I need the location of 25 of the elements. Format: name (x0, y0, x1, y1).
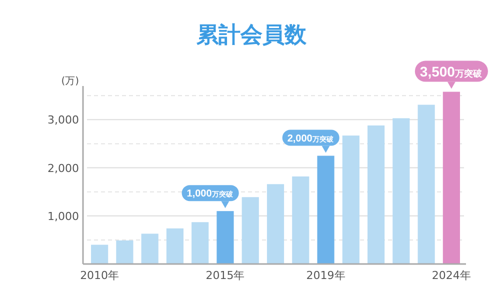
bar (91, 244, 108, 264)
y-tick-label: 1,000 (48, 210, 79, 223)
bar (317, 156, 334, 264)
y-axis-title: (万) (61, 76, 80, 87)
bar (392, 118, 410, 264)
bar (342, 136, 360, 264)
x-tick-label: 2024年 (432, 269, 471, 282)
bar (442, 92, 460, 264)
bar (242, 197, 259, 264)
x-tick-label: 2019年 (306, 269, 346, 282)
x-tick-label: 2015年 (206, 269, 245, 282)
bar (166, 228, 184, 264)
y-tick-label: 2,000 (48, 162, 79, 175)
bar (141, 234, 158, 264)
x-tick-label: 2010年 (80, 269, 120, 282)
y-tick-label: 3,000 (48, 114, 79, 127)
bar (116, 240, 134, 264)
annotation: 3,500万突破 (420, 63, 483, 80)
chart-title: 累計会員数 (196, 23, 308, 48)
bar (292, 176, 310, 264)
bar (216, 211, 234, 264)
bar (418, 104, 435, 264)
bar (266, 184, 284, 264)
bar (367, 125, 385, 264)
bar (192, 222, 209, 264)
